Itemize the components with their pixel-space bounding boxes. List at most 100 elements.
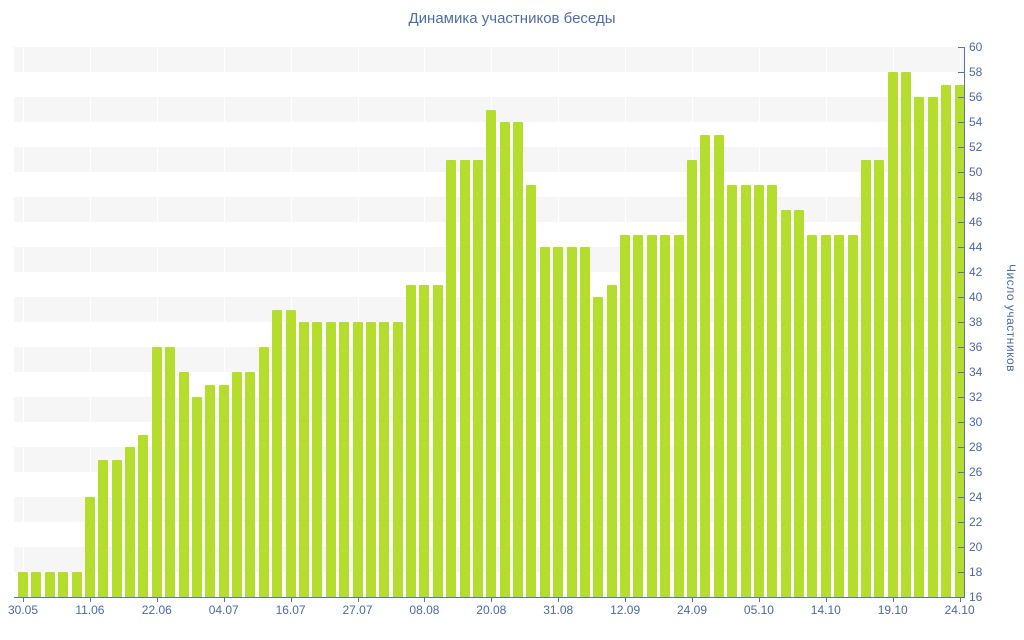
bar — [31, 572, 42, 597]
y-axis-line — [964, 47, 965, 598]
x-tick-mark — [625, 598, 627, 602]
y-tick-label: 20 — [969, 540, 983, 554]
bar — [325, 322, 336, 597]
bar — [767, 184, 778, 597]
x-tick-label: 24.09 — [676, 603, 708, 617]
bar — [941, 84, 952, 597]
vertical-gridline — [89, 47, 91, 597]
x-tick-label: 30.05 — [7, 603, 39, 617]
chart-title: Динамика участников беседы — [408, 10, 616, 27]
x-tick-mark — [89, 598, 91, 602]
y-tick-mark — [958, 447, 964, 448]
bar — [914, 97, 925, 597]
bar — [245, 372, 256, 597]
x-axis-line — [14, 597, 965, 598]
vertical-gridline — [156, 47, 158, 597]
bar — [553, 247, 564, 597]
y-tick-mark — [958, 422, 964, 423]
y-tick-label: 34 — [969, 365, 983, 379]
x-tick-label: 12.09 — [610, 603, 641, 617]
bar — [713, 134, 724, 597]
bar — [232, 372, 243, 597]
bar — [780, 209, 791, 597]
x-tick-mark — [290, 598, 292, 602]
y-tick-label: 16 — [969, 590, 983, 604]
bar — [513, 122, 524, 597]
bar — [579, 247, 590, 597]
x-tick-label: 22.06 — [141, 603, 172, 617]
x-tick-mark — [424, 598, 426, 602]
bar — [379, 322, 390, 597]
bar — [794, 209, 805, 597]
y-tick-mark — [958, 47, 964, 48]
bar — [874, 159, 885, 597]
bar — [834, 234, 845, 597]
bar — [620, 234, 631, 597]
bar — [205, 384, 216, 597]
bar — [499, 122, 510, 597]
bar — [472, 159, 483, 597]
vertical-gridline — [223, 47, 225, 597]
x-tick-mark — [558, 598, 560, 602]
bar — [98, 459, 109, 597]
bar — [18, 572, 28, 597]
y-tick-label: 32 — [969, 390, 983, 404]
y-tick-label: 58 — [969, 65, 983, 79]
y-tick-label: 48 — [969, 190, 983, 204]
plot-area — [14, 47, 965, 597]
y-tick-label: 36 — [969, 340, 983, 354]
x-tick-mark — [758, 598, 760, 602]
bar — [660, 234, 671, 597]
bar — [352, 322, 363, 597]
bar — [740, 184, 751, 597]
bar — [633, 234, 644, 597]
y-tick-mark — [958, 497, 964, 498]
y-tick-label: 60 — [969, 40, 983, 54]
y-tick-mark — [958, 222, 964, 223]
x-tick-label: 27.07 — [342, 603, 373, 617]
x-tick-mark — [892, 598, 894, 602]
bar — [606, 284, 617, 597]
y-tick-label: 50 — [969, 165, 983, 179]
bar — [178, 372, 189, 597]
bar — [111, 459, 122, 597]
y-axis-title: Число участников — [1004, 264, 1018, 373]
x-tick-mark — [223, 598, 225, 602]
x-tick-label: 20.08 — [476, 603, 507, 617]
y-tick-label: 22 — [969, 515, 983, 529]
bar — [459, 159, 470, 597]
y-tick-label: 30 — [969, 415, 983, 429]
bar — [727, 184, 738, 597]
bar — [753, 184, 764, 597]
bar — [820, 234, 831, 597]
y-tick-label: 24 — [969, 490, 983, 504]
y-tick-label: 18 — [969, 565, 983, 579]
bar — [807, 234, 818, 597]
x-tick-label: 08.08 — [409, 603, 440, 617]
bar — [272, 309, 283, 597]
bar — [218, 384, 229, 597]
bar — [954, 84, 965, 597]
bar — [593, 297, 604, 597]
bar — [887, 72, 898, 597]
y-tick-label: 42 — [969, 265, 983, 279]
bar — [419, 284, 430, 597]
y-tick-label: 40 — [969, 290, 983, 304]
bar — [847, 234, 858, 597]
bar — [406, 284, 417, 597]
bar — [191, 397, 202, 597]
bar — [927, 97, 938, 597]
y-tick-mark — [958, 272, 964, 273]
bar — [365, 322, 376, 597]
y-tick-mark — [958, 597, 964, 598]
bar — [138, 434, 149, 597]
bar — [258, 347, 269, 597]
y-tick-label: 38 — [969, 315, 983, 329]
bar — [432, 284, 443, 597]
y-tick-mark — [958, 147, 964, 148]
y-tick-mark — [958, 297, 964, 298]
bar — [298, 322, 309, 597]
x-tick-label: 19.10 — [877, 603, 908, 617]
x-tick-mark — [23, 598, 24, 602]
